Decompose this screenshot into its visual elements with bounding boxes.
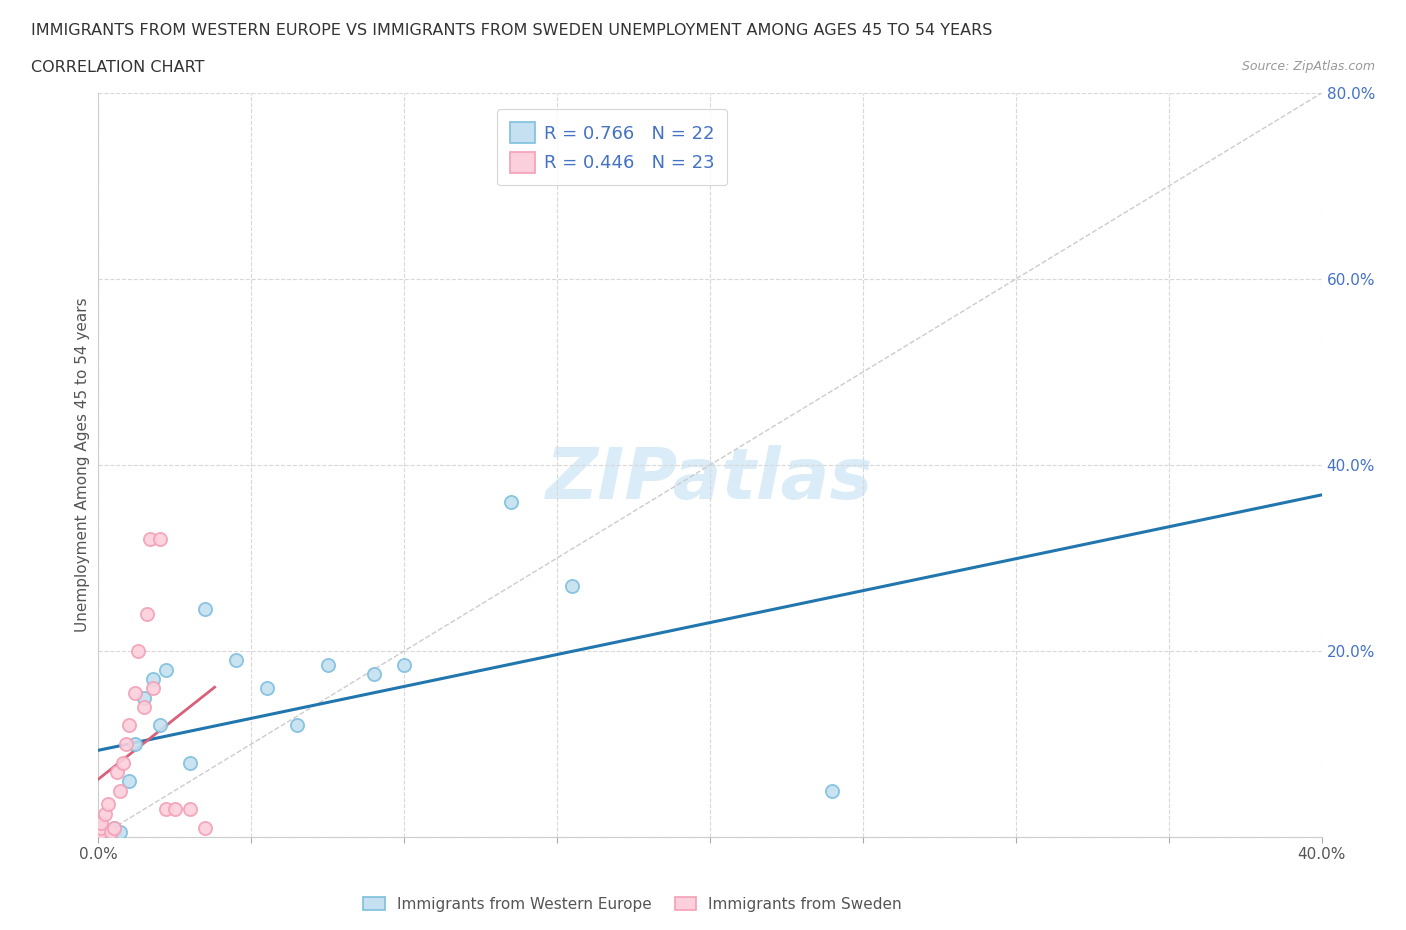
Legend: Immigrants from Western Europe, Immigrants from Sweden: Immigrants from Western Europe, Immigran…: [357, 890, 908, 918]
Point: [142, 681, 165, 696]
Point: [108, 783, 131, 798]
Point: [392, 658, 416, 672]
Point: [179, 802, 201, 817]
Point: [142, 671, 165, 686]
Point: [179, 755, 201, 770]
Point: [139, 532, 162, 547]
Point: [90, 820, 112, 835]
Point: [821, 783, 844, 798]
Point: [501, 495, 523, 510]
Text: CORRELATION CHART: CORRELATION CHART: [31, 60, 204, 75]
Point: [127, 644, 149, 658]
Point: [108, 825, 131, 840]
Point: [363, 667, 385, 682]
Point: [163, 802, 186, 817]
Point: [90, 816, 112, 830]
Point: [124, 685, 146, 700]
Point: [194, 820, 217, 835]
Legend: R = 0.766   N = 22, R = 0.446   N = 23: R = 0.766 N = 22, R = 0.446 N = 23: [498, 110, 727, 185]
Point: [118, 774, 141, 789]
Point: [93, 806, 115, 821]
Text: IMMIGRANTS FROM WESTERN EUROPE VS IMMIGRANTS FROM SWEDEN UNEMPLOYMENT AMONG AGES: IMMIGRANTS FROM WESTERN EUROPE VS IMMIGR…: [31, 23, 993, 38]
Point: [100, 825, 122, 840]
Point: [285, 718, 308, 733]
Point: [97, 797, 120, 812]
Text: Source: ZipAtlas.com: Source: ZipAtlas.com: [1241, 60, 1375, 73]
Point: [225, 653, 247, 668]
Point: [115, 737, 138, 751]
Point: [90, 825, 112, 840]
Point: [90, 820, 112, 835]
Point: [155, 662, 177, 677]
Text: ZIPatlas: ZIPatlas: [547, 445, 873, 514]
Point: [149, 532, 172, 547]
Point: [90, 825, 112, 840]
Point: [256, 681, 278, 696]
Point: [105, 764, 128, 779]
Point: [136, 606, 159, 621]
Point: [118, 718, 141, 733]
Point: [103, 820, 125, 835]
Point: [155, 802, 177, 817]
Point: [103, 820, 125, 835]
Point: [134, 699, 156, 714]
Point: [103, 825, 125, 840]
Point: [111, 755, 134, 770]
Point: [561, 578, 583, 593]
Point: [316, 658, 339, 672]
Point: [134, 690, 156, 705]
Point: [124, 737, 146, 751]
Point: [194, 602, 217, 617]
Point: [149, 718, 172, 733]
Y-axis label: Unemployment Among Ages 45 to 54 years: Unemployment Among Ages 45 to 54 years: [75, 298, 90, 632]
